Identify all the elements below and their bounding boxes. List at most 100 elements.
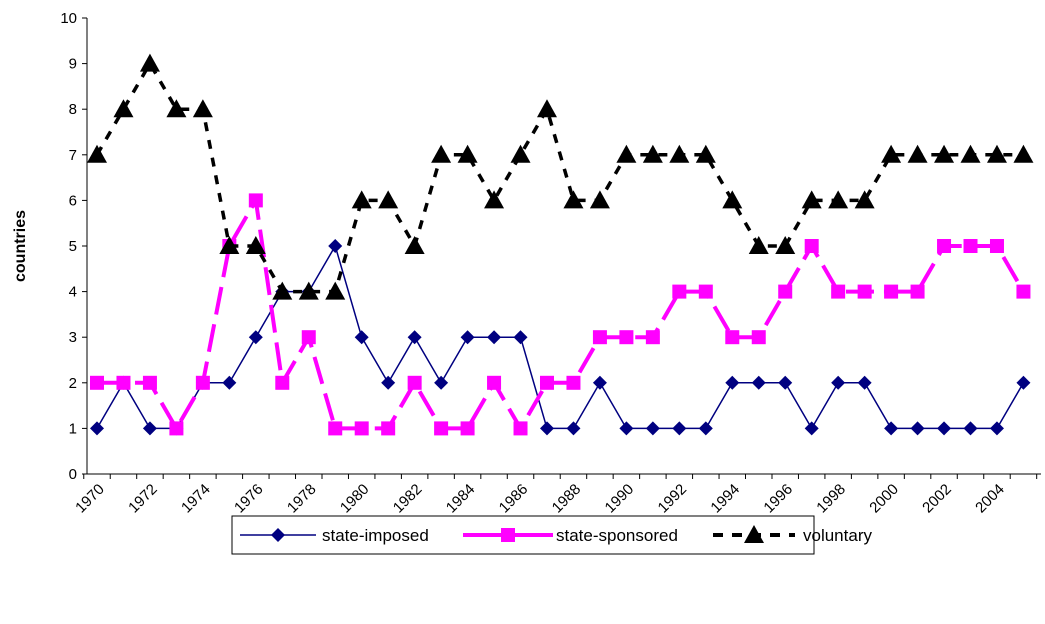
x-tick-label: 2000 (866, 481, 902, 517)
state-imposed-point (937, 421, 952, 436)
voluntary-point (934, 144, 955, 163)
state-sponsored-point (407, 375, 422, 390)
voluntary-point (272, 281, 293, 300)
voluntary-point (298, 281, 319, 300)
state-sponsored-point (169, 421, 184, 436)
legend-item-voluntary: voluntary (713, 525, 872, 545)
state-sponsored-point (248, 193, 263, 208)
y-tick-label: 1 (69, 420, 77, 437)
state-sponsored-point (937, 239, 952, 253)
state-sponsored-point (857, 284, 872, 299)
voluntary-point (881, 144, 902, 163)
voluntary-point (139, 53, 160, 72)
state-imposed-point (460, 330, 475, 345)
voluntary-point (589, 190, 610, 209)
state-imposed-point (142, 421, 157, 436)
state-imposed-point (434, 375, 449, 390)
voluntary-point (828, 190, 849, 209)
series-state-sponsored (90, 193, 1031, 436)
voluntary-point (1013, 144, 1034, 163)
y-tick-label: 10 (60, 10, 77, 27)
state-imposed-point (884, 421, 899, 436)
state-sponsored-point (381, 421, 396, 436)
y-tick-label: 5 (69, 238, 77, 255)
legend-label: state-imposed (322, 526, 429, 545)
state-sponsored-point (751, 330, 766, 345)
state-sponsored-point (328, 421, 343, 436)
legend-item-state-imposed: state-imposed (240, 526, 429, 545)
x-tick-label: 1988 (549, 481, 585, 517)
voluntary-point (113, 99, 134, 118)
state-imposed-point (619, 421, 634, 436)
series-state-imposed (90, 239, 1031, 436)
state-sponsored-point (592, 330, 607, 345)
voluntary-point (166, 99, 187, 118)
state-sponsored-point (725, 330, 740, 345)
state-imposed-point (963, 421, 978, 436)
state-sponsored-point (513, 421, 528, 436)
state-sponsored-point (910, 284, 925, 299)
y-tick-label: 4 (69, 284, 77, 301)
state-imposed-point (857, 375, 872, 390)
state-sponsored-point (778, 284, 793, 299)
state-sponsored-point (831, 284, 846, 299)
x-tick-label: 1970 (72, 481, 108, 517)
voluntary-point (563, 190, 584, 209)
state-imposed-point (989, 421, 1004, 436)
state-imposed-point (487, 330, 502, 345)
legend-swatch-marker (501, 528, 515, 542)
state-imposed-point (698, 421, 713, 436)
state-imposed-point (248, 330, 263, 345)
state-imposed-point (804, 421, 819, 436)
legend-label: voluntary (803, 526, 872, 545)
state-sponsored-point (645, 330, 660, 345)
voluntary-point (325, 281, 346, 300)
x-tick-label: 2002 (919, 481, 955, 517)
state-imposed-point (1016, 375, 1031, 390)
voluntary-point (669, 144, 690, 163)
state-imposed-point (592, 375, 607, 390)
y-tick-label: 3 (69, 329, 77, 346)
voluntary-point (192, 99, 213, 118)
state-imposed-point (90, 421, 104, 436)
voluntary-line (95, 61, 1024, 294)
state-sponsored-point (460, 421, 475, 436)
state-imposed-point (566, 421, 581, 436)
legend-swatch-marker (744, 525, 764, 543)
voluntary-point (960, 144, 981, 163)
state-sponsored-point (672, 284, 687, 299)
voluntary-point (87, 144, 107, 163)
state-sponsored-point (434, 421, 449, 436)
voluntary-point (351, 190, 372, 209)
x-tick-label: 1986 (496, 481, 532, 517)
voluntary-point (431, 144, 452, 163)
x-tick-label: 1996 (760, 481, 796, 517)
legend-swatch-marker (271, 528, 285, 542)
voluntary-point (510, 144, 531, 163)
voluntary-point (748, 236, 769, 254)
series-voluntary (87, 53, 1034, 300)
state-imposed-point (222, 375, 237, 390)
x-tick-label: 1998 (813, 481, 849, 517)
voluntary-point (801, 190, 822, 209)
state-imposed-point (751, 375, 766, 390)
state-imposed-point (407, 330, 422, 345)
x-tick-label: 1982 (390, 481, 426, 517)
state-imposed-point (354, 330, 369, 345)
state-imposed-point (328, 239, 343, 253)
legend: state-imposed state-sponsored voluntary (231, 515, 872, 555)
voluntary-point (775, 236, 796, 254)
state-imposed-point (381, 375, 396, 390)
state-sponsored-point (487, 375, 502, 390)
y-tick-label: 7 (69, 147, 77, 164)
state-sponsored-point (884, 284, 899, 299)
state-sponsored-point (275, 375, 290, 390)
voluntary-point (404, 236, 425, 254)
y-tick-label: 6 (69, 192, 77, 209)
axes-layer: 0 1 2 3 4 5 6 7 8 9 10 1970 1972 1974 1976 1978 1980 1982… (12, 10, 1041, 516)
state-imposed-point (513, 330, 528, 345)
state-sponsored-point (619, 330, 634, 345)
x-tick-label: 1976 (231, 481, 267, 517)
voluntary-point (722, 190, 743, 209)
y-tick-label: 0 (69, 466, 77, 483)
